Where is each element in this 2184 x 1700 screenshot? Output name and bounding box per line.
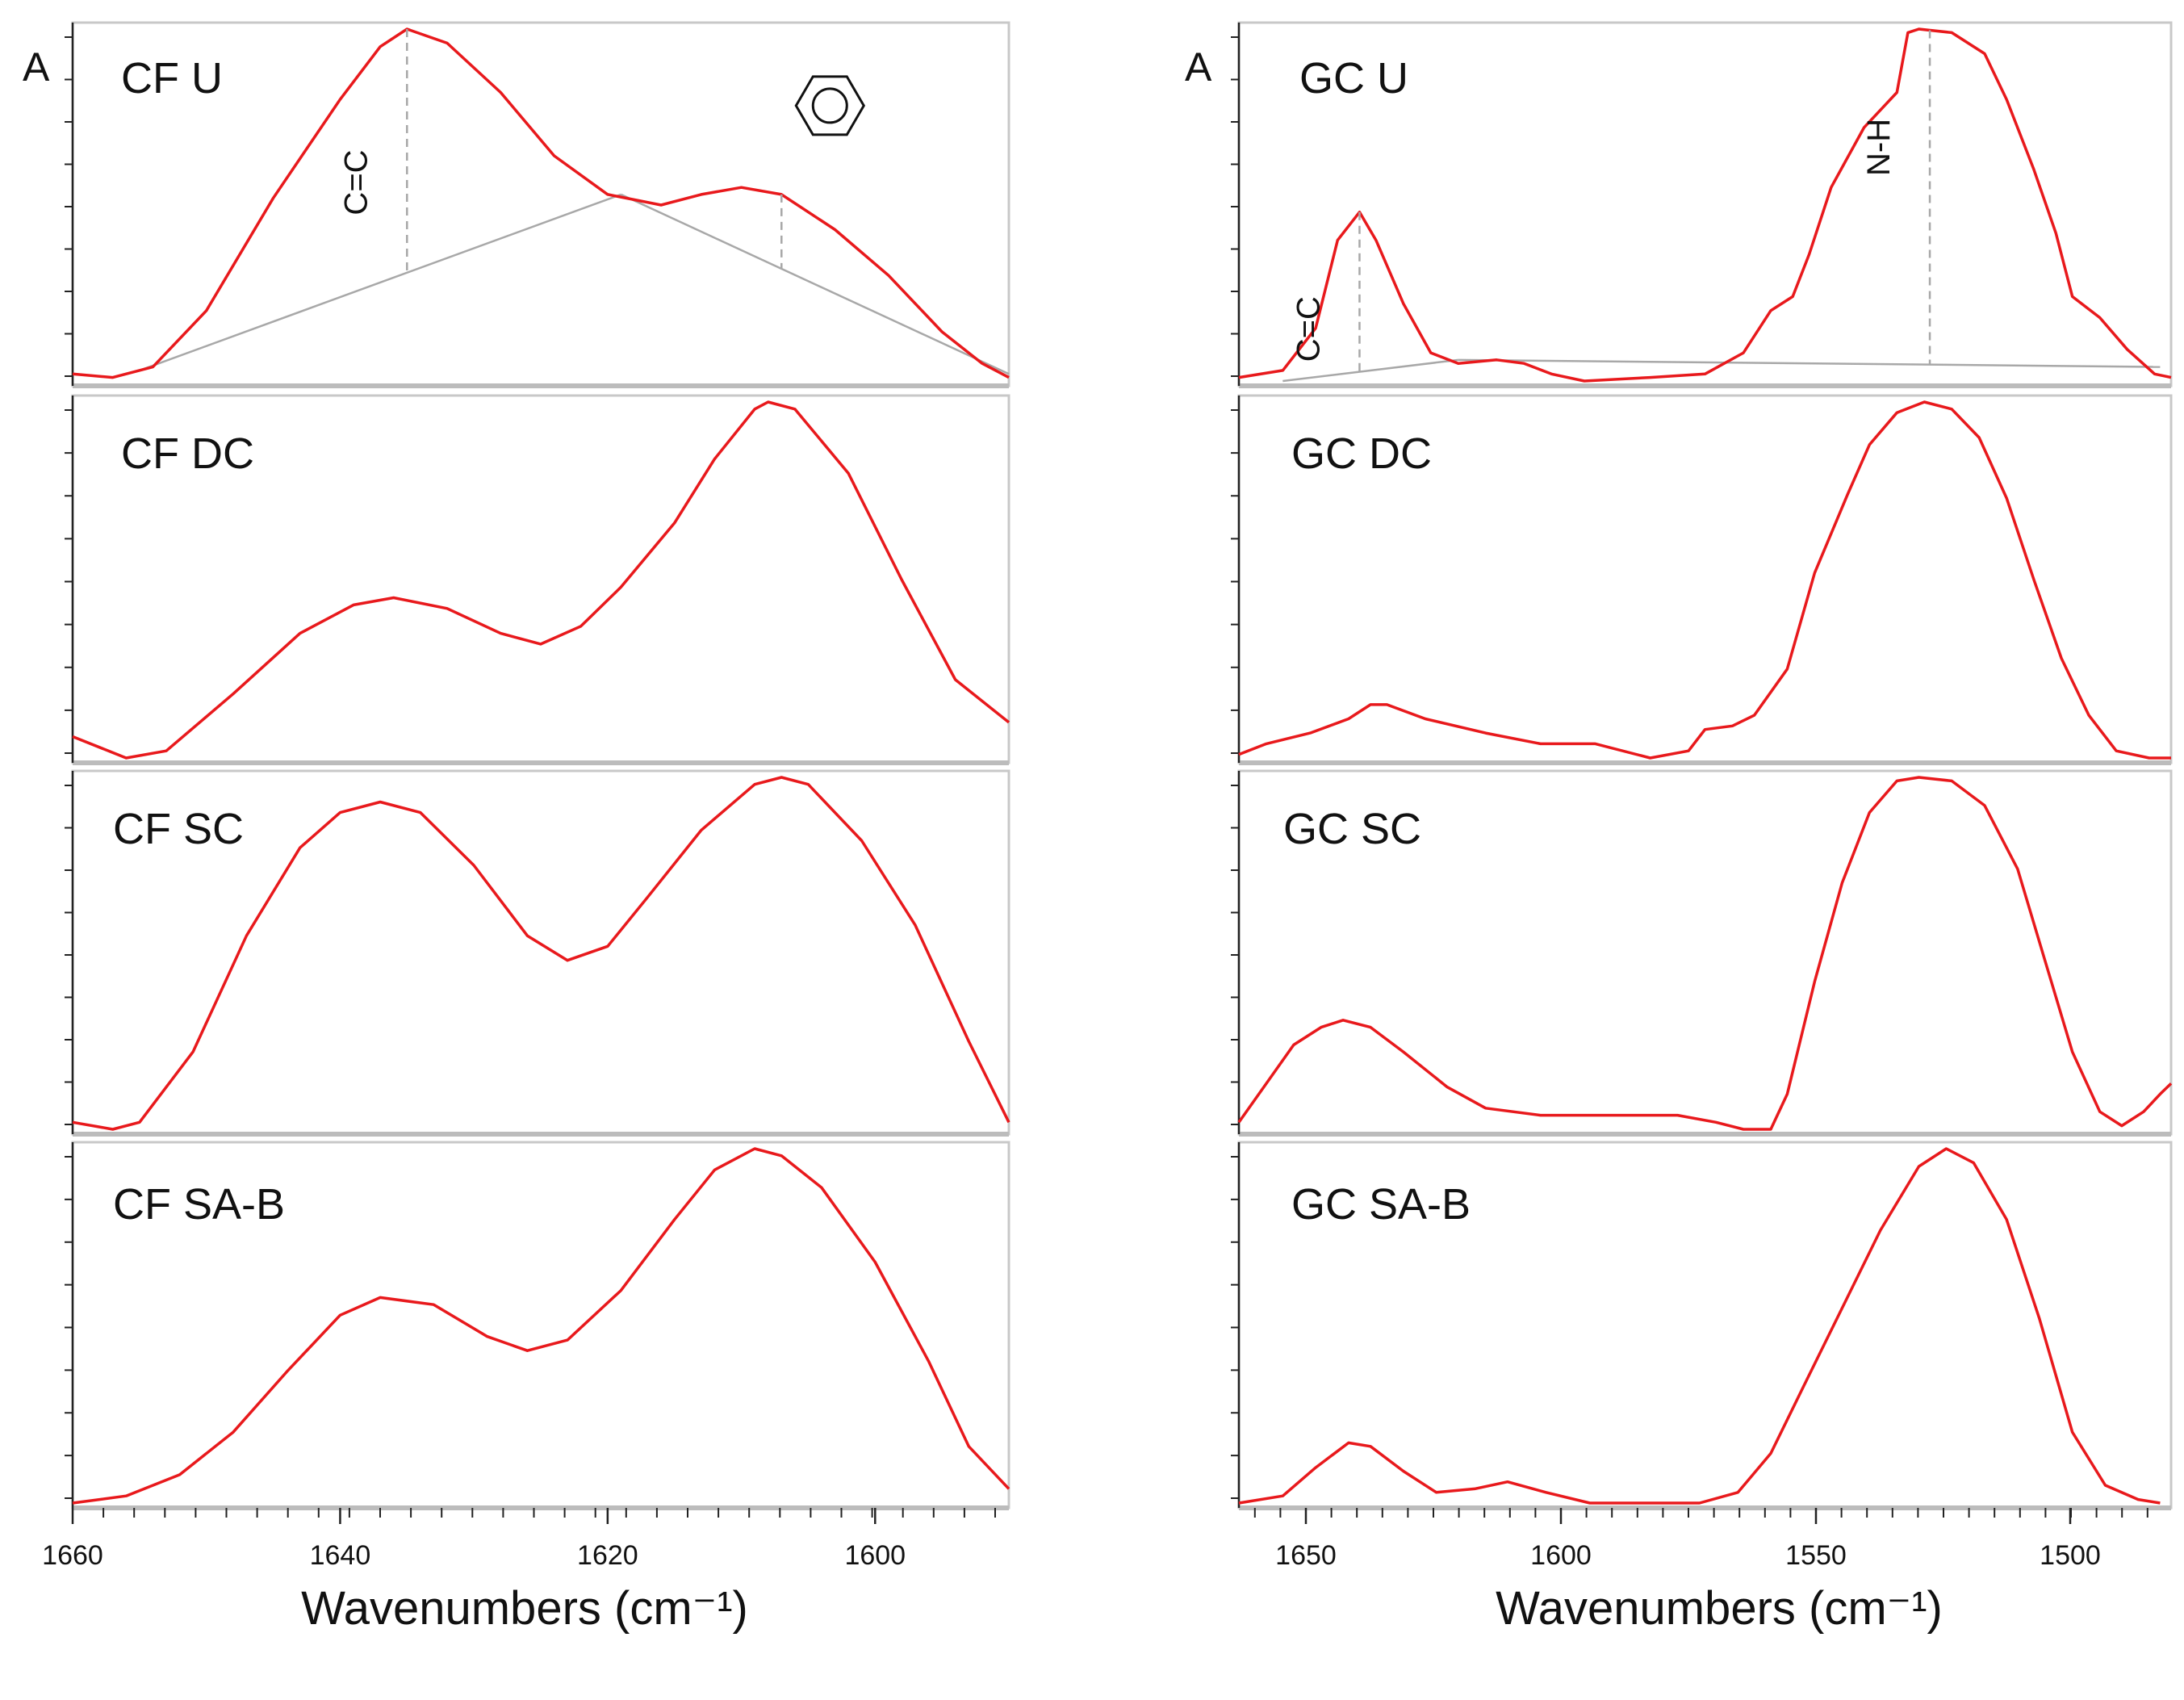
spectrum-line — [1238, 1147, 2161, 1505]
panel-label: GC SA-B — [1291, 1180, 1471, 1229]
panel-cf-u: C=C CF U — [65, 21, 1010, 388]
left-chart: A C=C CF U CF DC CF SC CF SA-B 1660 1640 1620 160… — [23, 21, 1010, 1571]
panel-label: CF DC — [121, 429, 254, 478]
right-chart: A C=C N-H GC U GC DC GC SC GC SA-B 1650 1600 1550… — [1185, 21, 2173, 1571]
annotation-label: N-H — [1861, 119, 1897, 176]
spectrum-line — [1237, 776, 2173, 1131]
baseline-line — [1458, 358, 2161, 368]
spectrum-line — [72, 400, 1010, 760]
x-tick-label: 1550 — [1785, 1540, 1847, 1571]
annotation-label: C=C — [338, 149, 374, 215]
panel-gc-sa-b: GC SA-B — [1231, 1141, 2173, 1510]
left-x-axis-title: Wavenumbers (cm⁻¹) — [301, 1582, 748, 1635]
x-tick-label: 1650 — [1275, 1540, 1337, 1571]
y-axis-label: A — [23, 44, 50, 90]
spectrum-line — [72, 27, 1010, 379]
annotation-label: C=C — [1291, 296, 1326, 362]
panel-gc-dc: GC DC — [1231, 394, 2173, 765]
spectrum-line — [72, 1147, 1010, 1505]
x-tick-label: 1620 — [577, 1540, 638, 1571]
x-tick-label: 1600 — [1530, 1540, 1592, 1571]
panel-gc-u: C=C N-H GC U — [1231, 21, 2173, 388]
x-tick-label: 1640 — [310, 1540, 371, 1571]
panel-label: CF U — [121, 54, 223, 103]
panel-cf-sa-b: CF SA-B — [65, 1141, 1010, 1510]
panel-label: CF SA-B — [113, 1180, 285, 1229]
baseline-line — [620, 193, 1010, 375]
panel-label: CF SC — [113, 805, 244, 853]
spectrum-line — [1238, 400, 2171, 760]
baseline-line — [1282, 358, 1458, 383]
panel-cf-dc: CF DC — [65, 394, 1010, 765]
spectrum-line — [1238, 27, 2172, 383]
x-tick-label: 1500 — [2040, 1540, 2101, 1571]
baseline-line — [139, 193, 621, 372]
y-axis-label: A — [1185, 44, 1212, 90]
spectrum-line — [72, 776, 1010, 1131]
benzene-ring-icon — [794, 75, 865, 136]
panel-label: GC DC — [1291, 429, 1432, 478]
panel-label: GC SC — [1283, 805, 1421, 853]
x-tick-label: 1660 — [42, 1540, 103, 1571]
panel-label: GC U — [1299, 54, 1408, 103]
panel-cf-sc: CF SC — [65, 769, 1010, 1137]
panel-gc-sc: GC SC — [1231, 769, 2173, 1137]
x-tick-label: 1600 — [844, 1540, 906, 1571]
right-x-axis-title: Wavenumbers (cm⁻¹) — [1496, 1582, 1943, 1635]
